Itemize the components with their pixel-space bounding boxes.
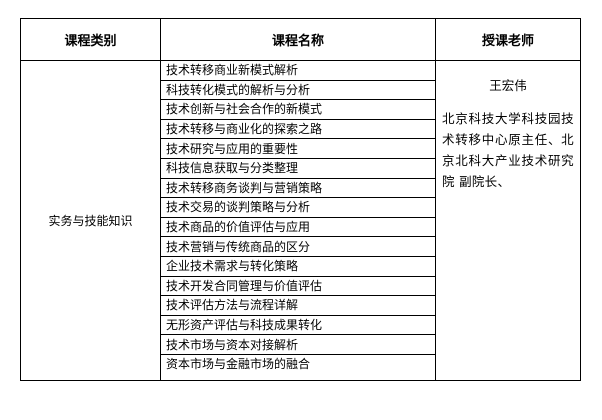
course-name-cell: 技术转移商业新模式解析	[160, 60, 436, 81]
table-row: 技术市场与资本对接解析	[21, 334, 581, 355]
header-course: 课程名称	[160, 18, 436, 61]
table-row: 技术营销与传统商品的区分	[21, 236, 581, 257]
course-name-cell: 技术商品的价值评估与应用	[160, 216, 436, 238]
course-name-cell: 技术研究与应用的重要性	[160, 138, 436, 159]
category-cell: 实务与技能知识	[20, 60, 161, 381]
course-name-cell: 科技转化模式的解析与分析	[160, 79, 436, 101]
course-name-cell: 技术评估方法与流程详解	[160, 295, 436, 316]
course-name-cell: 技术创新与社会合作的新模式	[160, 99, 436, 120]
header-category: 课程类别	[20, 18, 161, 61]
course-name-cell: 技术转移与商业化的探索之路	[160, 118, 436, 140]
table-row: 无形资产评估与科技成果转化	[21, 314, 581, 336]
course-name-cell: 技术市场与资本对接解析	[160, 334, 436, 355]
course-table: 课程类别 课程名称 授课老师 实务与技能知识 技术转移商业新模式解析王宏伟北京科技…	[20, 18, 581, 381]
course-name-cell: 技术开发合同管理与价值评估	[160, 275, 436, 297]
header-teacher: 授课老师	[435, 18, 581, 61]
course-name-cell: 技术交易的谈判策略与分析	[160, 197, 436, 218]
table-row: 实务与技能知识 技术转移商业新模式解析王宏伟北京科技大学科技园技术转移中心原主任、…	[20, 60, 581, 381]
header-row: 课程类别 课程名称 授课老师	[20, 18, 581, 61]
teacher-name: 王宏伟	[489, 78, 527, 93]
teacher-cell: 王宏伟北京科技大学科技园技术转移中心原主任、北京北科大产业技术研究院 副院长、	[435, 60, 581, 381]
table-row: 科技信息获取与分类整理	[21, 157, 581, 179]
course-name-cell: 技术转移商务谈判与营销策略	[160, 177, 436, 199]
table-row: 企业技术需求与转化策略	[21, 255, 581, 277]
course-name-cell: 企业技术需求与转化策略	[160, 255, 436, 277]
table-row: 资本市场与金融市场的融合	[21, 353, 581, 381]
course-name-cell: 科技信息获取与分类整理	[160, 157, 436, 179]
course-name-cell: 资本市场与金融市场的融合	[160, 353, 436, 381]
course-name-cell: 无形资产评估与科技成果转化	[160, 314, 436, 336]
course-name-cell: 技术营销与传统商品的区分	[160, 236, 436, 257]
teacher-description: 北京科技大学科技园技术转移中心原主任、北京北科大产业技术研究院 副院长、	[442, 111, 574, 189]
